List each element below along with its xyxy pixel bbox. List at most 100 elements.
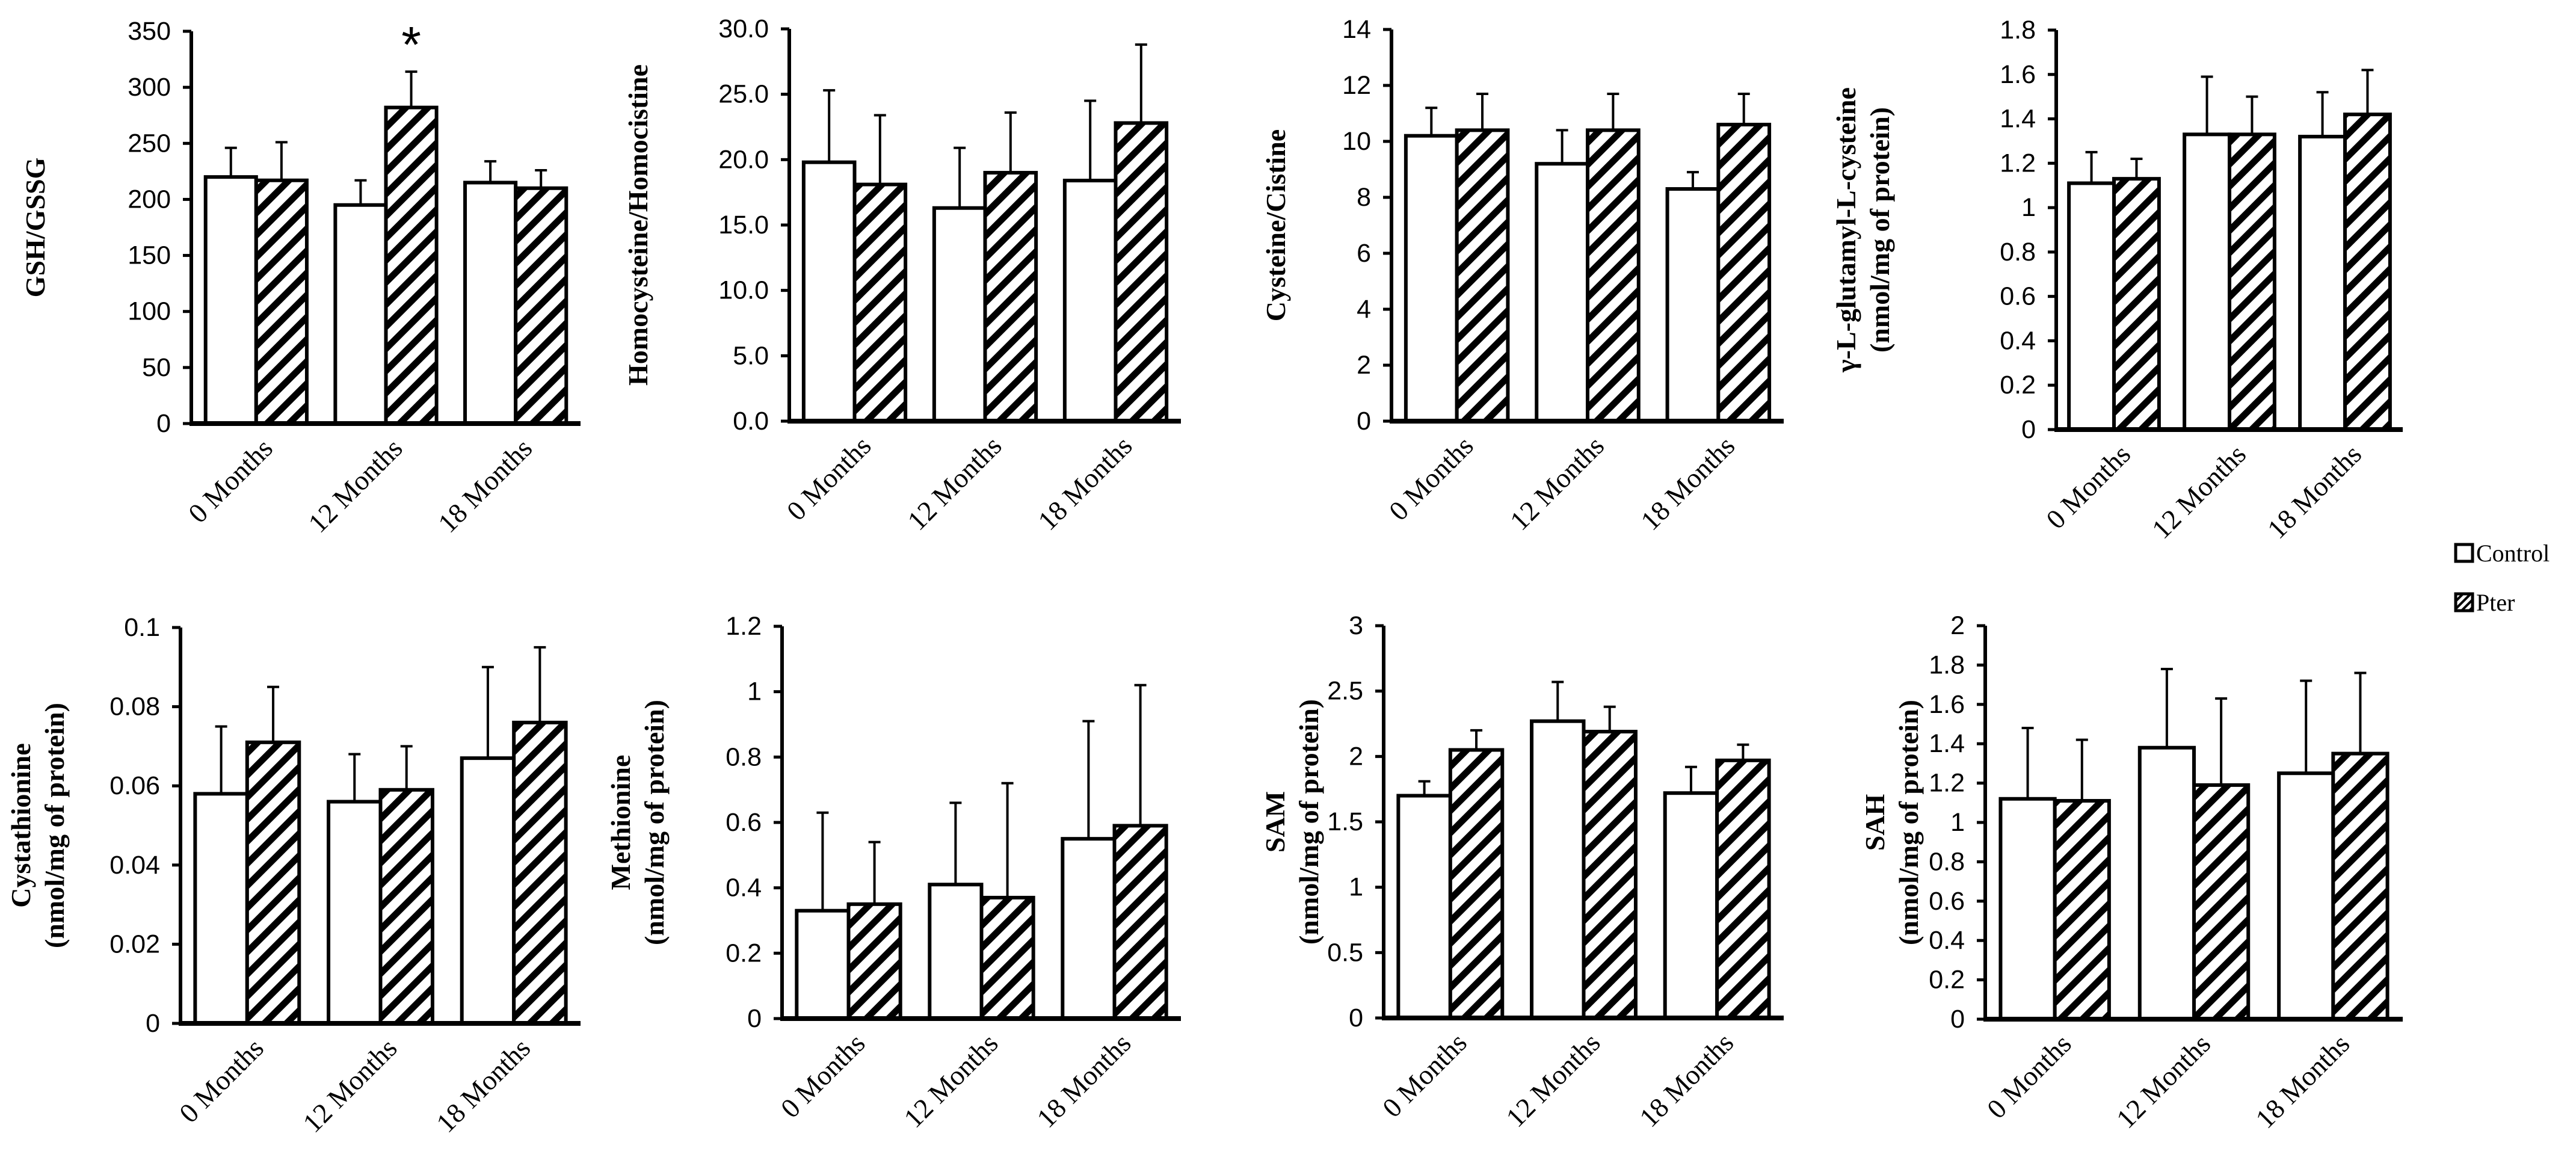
x-category-label: 18 Months [2249, 1028, 2355, 1134]
bar-12-months-pter [384, 105, 439, 426]
bar-18-months-pter [1112, 824, 1168, 1021]
y-tick-label: 5.0 [733, 341, 769, 370]
y-tick-label: 20.0 [718, 145, 769, 174]
y-axis-label-line: (nmol/mg of protein) [639, 700, 670, 945]
x-category-label: 12 Months [2146, 439, 2252, 544]
bar-12-months-pter [1582, 730, 1638, 1020]
x-category-label: 0 Months [775, 1028, 871, 1124]
y-tick-label: 1.4 [1929, 729, 1965, 758]
y-tick-label: 0 [2021, 415, 2036, 444]
y-tick-label: 0.2 [2000, 371, 2036, 399]
y-tick-label: 10 [1342, 127, 1371, 156]
bar-12-months-control [2137, 745, 2196, 1021]
y-tick-label: 3 [1349, 611, 1363, 640]
y-axis-label: Homocysteine/Homocistine [623, 64, 653, 386]
bar-18-months-control [1062, 179, 1118, 423]
x-category-label: 12 Months [2110, 1028, 2216, 1134]
y-tick-label: 0 [747, 1004, 762, 1033]
x-category-label: 12 Months [302, 433, 408, 538]
bar-12-months-control [928, 883, 984, 1020]
y-tick-label: 1.8 [1929, 650, 1965, 679]
y-tick-label: 30.0 [718, 14, 769, 43]
y-axis-label: SAM (nmol/mg of protein) [1260, 699, 1324, 945]
bar-18-months-control [2277, 771, 2335, 1021]
bar-0-months-pter [1455, 128, 1510, 423]
bar-0-months-pter [254, 178, 309, 425]
y-axis-label-line: GSH/GSSG [20, 158, 51, 298]
y-tick-label: 2 [1349, 742, 1363, 771]
y-tick-label: 0.6 [2000, 282, 2036, 311]
chart-panel-8: 0 0.2 0.4 0.6 0.8 1 1.2 1.4 1.6 1.8 2 0 Months 12 Mo… [1860, 611, 2403, 1134]
bar-0-months-control [193, 792, 249, 1025]
bar-0-months-control [1396, 794, 1452, 1020]
y-axis-label-line: (nmol/mg of protein) [1893, 700, 1924, 945]
y-tick-label: 0.1 [124, 613, 160, 642]
chart-panel-7: 0 0.5 1 1.5 2 2.5 3 0 Months 12 Months 18 Months S… [1260, 611, 1784, 1133]
x-category-label: 12 Months [1500, 1027, 1606, 1133]
bar-0-months-pter [245, 740, 301, 1025]
bar-0-months-control [203, 175, 258, 425]
bar-18-months-pter [514, 186, 569, 425]
bar-12-months-pter [1586, 128, 1641, 423]
chart-panel-1: 0 50 100 150 200 250 300 350 0 Months 12 Months 18… [20, 16, 581, 538]
y-axis-label: Cystathionine (nmol/mg of protein) [5, 703, 70, 948]
bar-12-months-pter [979, 895, 1035, 1021]
x-category-label: 18 Months [1635, 430, 1740, 536]
bar-18-months-control [460, 756, 516, 1025]
y-tick-label: 350 [128, 17, 171, 46]
y-tick-label: 0 [156, 409, 171, 438]
x-category-label: 12 Months [901, 430, 1007, 536]
chart-panel-6: 0 0.2 0.4 0.6 0.8 1 1.2 0 Months 12 Months 18 Mon… [605, 612, 1181, 1133]
y-tick-label: 0.4 [2000, 326, 2036, 355]
bar-18-months-control [2298, 135, 2347, 431]
y-axis-label-line: (nmol/mg of protein) [1293, 699, 1324, 945]
y-tick-label: 1.4 [2000, 105, 2036, 134]
bar-0-months-control [1998, 797, 2057, 1021]
bar-0-months-pter [2053, 799, 2111, 1022]
bar-18-months-control [1665, 187, 1721, 423]
x-category-label: 0 Months [1376, 1027, 1473, 1123]
y-axis-label-line: SAM [1260, 791, 1290, 853]
y-axis-label: γ-L-glutamyl-L-cysteine (nmol/mg of prote… [1831, 87, 1895, 373]
y-tick-label: 0 [1349, 1004, 1363, 1032]
bar-0-months-pter [1448, 748, 1505, 1020]
bar-18-months-pter [1715, 758, 1771, 1020]
y-tick-label: 1.5 [1327, 807, 1363, 836]
y-axis-label-line: Cysteine/Cistine [1260, 129, 1291, 321]
chart-panel-3: 0 2 4 6 8 10 12 14 0 Months 12 Months 18 Months Cys… [1260, 15, 1784, 536]
bar-0-months-control [801, 160, 857, 423]
y-tick-label: 2 [1950, 611, 1965, 640]
bar-12-months-control [333, 203, 388, 425]
bar-12-months-pter [2192, 783, 2251, 1021]
y-axis-label-line: γ-L-glutamyl-L-cysteine [1831, 87, 1861, 373]
bar-18-months-pter [1716, 123, 1772, 423]
y-tick-label: 1.2 [2000, 149, 2036, 177]
y-tick-label: 0.08 [109, 692, 160, 721]
y-tick-label: 200 [128, 185, 171, 214]
x-category-label: 18 Months [430, 1032, 536, 1138]
x-category-label: 18 Months [2261, 439, 2367, 544]
y-tick-label: 0.6 [1929, 887, 1965, 916]
y-tick-label: 0.2 [726, 939, 762, 967]
y-axis-label-line: SAH [1860, 794, 1890, 851]
y-tick-label: 0.4 [1929, 926, 1965, 955]
x-category-label: 0 Months [1383, 430, 1479, 526]
bar-18-months-pter [512, 720, 568, 1026]
y-axis-label-line: Homocysteine/Homocistine [623, 64, 653, 386]
bar-18-months-pter [1114, 121, 1169, 423]
legend-item-control: Control [2454, 540, 2550, 567]
x-category-label: 0 Months [1981, 1028, 2077, 1124]
y-tick-label: 300 [128, 73, 171, 102]
x-category-label: 18 Months [432, 433, 538, 538]
y-tick-label: 1.6 [2000, 60, 2036, 89]
x-category-label: 0 Months [2040, 439, 2136, 535]
y-axis-label-line: Cystathionine [5, 743, 36, 907]
y-tick-label: 10.0 [718, 276, 769, 305]
y-tick-label: 2.5 [1327, 677, 1363, 706]
y-tick-label: 0.06 [109, 771, 160, 800]
bar-0-months-pter [852, 182, 908, 423]
bar-12-months-control [1535, 162, 1589, 423]
y-tick-label: 250 [128, 129, 171, 158]
